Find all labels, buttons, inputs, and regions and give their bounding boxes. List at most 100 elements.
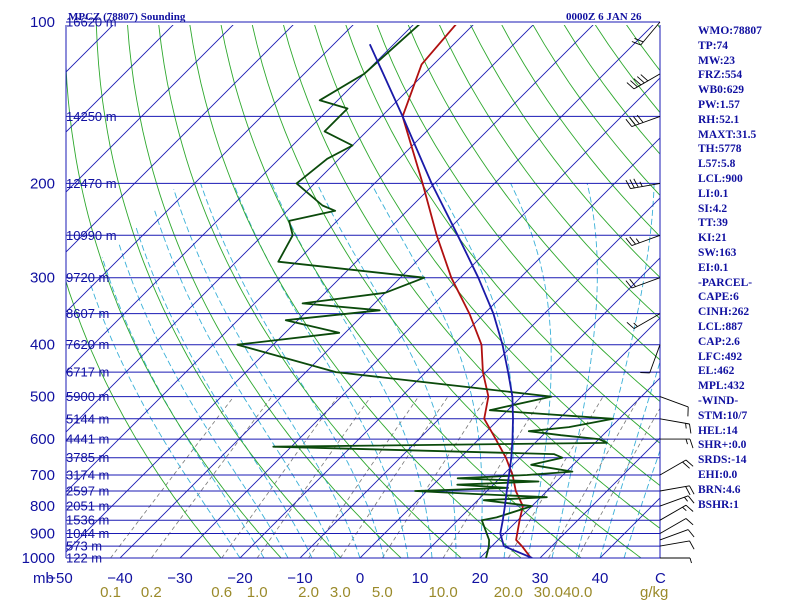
index-item: LFC:492 xyxy=(698,350,743,363)
temperature-tick-label: −50 xyxy=(47,570,72,587)
isotherm xyxy=(179,77,660,558)
wind-barb xyxy=(659,504,694,521)
moist-adiabat xyxy=(233,183,409,558)
index-item: WB0:629 xyxy=(698,84,744,97)
height-label: 8607 m xyxy=(66,306,109,321)
temperature-tick-label: −30 xyxy=(167,570,192,587)
temperature-tick-label: −40 xyxy=(107,570,132,587)
dry-adiabat xyxy=(439,25,660,320)
wind-barb xyxy=(659,529,695,541)
pressure-tick-labels: 100 200 300 400 500 600 700 800 900 1000 xyxy=(22,14,55,567)
index-item: KI:21 xyxy=(698,232,727,245)
height-label: 5144 m xyxy=(66,411,109,426)
isotherms xyxy=(0,10,660,569)
mixing-ratio-tick-label: 1.0 xyxy=(247,584,268,600)
height-label: 6717 m xyxy=(66,365,109,380)
moist-adiabat xyxy=(173,188,361,558)
index-item: MAXT:31.5 xyxy=(698,128,757,141)
temperature-tick-label: 20 xyxy=(472,570,489,587)
isotherm xyxy=(66,25,234,193)
dry-adiabat xyxy=(314,25,660,487)
index-item: LCL:887 xyxy=(698,320,743,333)
index-item: TH:5778 xyxy=(698,143,742,156)
height-label: 12470 m xyxy=(66,176,117,191)
dry-adiabat xyxy=(189,25,522,558)
pressure-tick-label: 500 xyxy=(30,389,55,406)
mixing-ratio-tick-label: 5.0 xyxy=(372,584,393,600)
dry-adiabat xyxy=(158,25,462,558)
height-label: 3174 m xyxy=(66,468,109,483)
pressure-tick-label: 700 xyxy=(30,467,55,484)
plot-area xyxy=(66,25,660,558)
temperature-unit-label: C xyxy=(655,570,666,587)
pressure-tick-label: 100 xyxy=(30,14,55,31)
temperature-tick-label: −20 xyxy=(227,570,252,587)
moist-adiabat xyxy=(154,210,337,558)
mixing-ratio-tick-label: 0.6 xyxy=(211,584,232,600)
wind-barb xyxy=(660,438,694,449)
isotherm xyxy=(66,25,414,373)
index-item: SW:163 xyxy=(698,246,737,259)
dry-adiabat xyxy=(66,54,282,558)
wind-barb xyxy=(659,396,689,417)
index-item: CAPE:6 xyxy=(698,291,739,304)
dry-adiabat xyxy=(220,25,582,558)
isotherm xyxy=(0,10,68,569)
pressure-tick-label: 600 xyxy=(30,431,55,448)
station-title: MPCZ (78807) Sounding xyxy=(68,11,186,23)
index-item: PW:1.57 xyxy=(698,98,740,111)
pressure-tick-label: 800 xyxy=(30,498,55,515)
index-item: EI:0.1 xyxy=(698,261,729,274)
wind-barb xyxy=(659,518,694,534)
pressure-tick-label: 1000 xyxy=(22,550,55,567)
mixing-ratio-tick-label: 0.1 xyxy=(100,584,121,600)
dry-adiabat xyxy=(376,25,660,403)
wind-barb xyxy=(626,73,661,90)
height-label: 4441 m xyxy=(66,432,109,447)
mixing-ratio-tick-label: 30.0 xyxy=(534,584,563,600)
temperature-tick-label: 0 xyxy=(356,570,364,587)
dry-adiabats xyxy=(66,25,660,558)
mixing-ratio-tick-labels: 0.1 0.2 0.6 1.0 2.0 3.0 5.0 10.0 20.0 30.0 40.0 xyxy=(100,584,592,600)
mixing-ratio-tick-label: 0.2 xyxy=(141,584,162,600)
height-label: 1044 m xyxy=(66,526,109,541)
wind-barb xyxy=(626,313,661,329)
parcel-line xyxy=(368,43,533,558)
index-item: MPL:432 xyxy=(698,380,745,393)
mixing-ratio-tick-label: 10.0 xyxy=(428,584,457,600)
isotherm xyxy=(239,137,660,558)
pressure-unit-label: mb xyxy=(33,570,54,587)
dry-adiabat xyxy=(345,25,660,444)
wind-barb xyxy=(659,485,695,496)
index-item: L57:5.8 xyxy=(698,158,736,171)
isotherm xyxy=(66,25,534,493)
index-item: CAP:2.6 xyxy=(698,335,740,348)
dry-adiabat xyxy=(66,280,222,558)
wind-barb xyxy=(631,21,661,46)
wind-barb xyxy=(640,344,661,374)
profiles xyxy=(236,25,615,558)
index-item: MW:23 xyxy=(698,54,736,67)
wind-barbs xyxy=(625,21,695,564)
wind-barb xyxy=(659,540,695,550)
index-item: BSHR:1 xyxy=(698,498,739,511)
isotherm xyxy=(359,257,660,558)
index-item: WMO:78807 xyxy=(698,25,762,37)
height-label: 16620 m xyxy=(66,15,117,30)
wind-barb xyxy=(625,114,661,128)
height-label: 2597 m xyxy=(66,484,109,499)
height-label: 5900 m xyxy=(66,389,109,404)
isotherm xyxy=(66,25,174,133)
dry-adiabat xyxy=(95,25,342,558)
height-label: 2051 m xyxy=(66,499,109,514)
index-item: EHI:0.0 xyxy=(698,468,738,481)
mixing-ratio-line xyxy=(548,396,641,558)
mixing-ratio-unit-label: g/kg xyxy=(640,584,668,600)
moist-adiabat xyxy=(575,183,655,558)
index-item: SHR+:0.0 xyxy=(698,439,747,452)
index-item: HEL:14 xyxy=(698,424,738,437)
isotherm xyxy=(66,25,354,313)
pressure-tick-label: 400 xyxy=(30,337,55,354)
isotherm xyxy=(299,197,660,558)
